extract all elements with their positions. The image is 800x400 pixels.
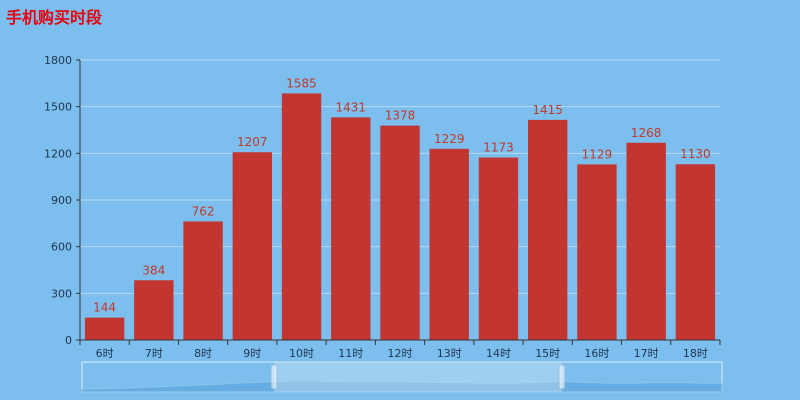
bar-value-label: 144 (93, 301, 116, 315)
bar[interactable] (331, 117, 371, 341)
x-tick-label: 8时 (194, 347, 212, 360)
data-zoom-slider[interactable] (81, 361, 723, 393)
bar[interactable] (528, 119, 568, 340)
bar[interactable] (134, 280, 174, 340)
y-tick-label: 600 (51, 241, 72, 254)
bar-value-label: 1585 (286, 76, 317, 90)
x-tick-label: 13时 (437, 347, 462, 360)
y-tick-label: 1800 (44, 54, 72, 67)
x-tick-label: 9时 (243, 347, 261, 360)
x-tick-label: 17时 (634, 347, 659, 360)
bar-value-label: 1129 (582, 147, 613, 161)
x-tick-label: 18时 (683, 347, 708, 360)
x-axis: 6时 7时 8时 9时 10时 11时 12时 13时 14时 15时 16时 17时 18时 (79, 339, 721, 360)
bar[interactable] (577, 164, 617, 340)
x-tick-label: 11时 (338, 347, 363, 360)
bar-value-label: 384 (142, 263, 165, 277)
bar[interactable] (429, 148, 469, 340)
bar-value-label: 1229 (434, 132, 465, 146)
y-tick-label: 1200 (44, 147, 72, 160)
bar[interactable] (183, 221, 223, 340)
bar-value-label: 1173 (483, 141, 514, 155)
bar-series: 144 384 762 1207 1585 1431 1378 1229 1173 1415 112… (84, 76, 716, 341)
chart-title: 手机购买时段 (6, 8, 103, 27)
bar-value-label: 1431 (335, 100, 366, 114)
x-tick-label: 10时 (289, 347, 314, 360)
y-tick-label: 900 (51, 194, 72, 207)
x-tick-label: 14时 (486, 347, 511, 360)
zoom-handle[interactable] (270, 364, 278, 390)
bar-value-label: 1130 (680, 147, 711, 161)
y-axis: 0 300 600 900 1200 1500 1800 (44, 54, 81, 347)
bar[interactable] (281, 93, 322, 340)
x-tick-label: 16时 (584, 347, 609, 360)
x-tick-label: 6时 (96, 347, 114, 360)
x-tick-label: 15时 (535, 347, 560, 360)
zoom-selected-range[interactable] (274, 362, 562, 392)
bar-value-label: 1378 (385, 109, 416, 123)
bar[interactable] (675, 164, 716, 340)
x-tick-label: 7时 (145, 347, 163, 360)
bar-value-label: 1268 (631, 126, 662, 140)
y-tick-label: 0 (65, 334, 72, 347)
bar-value-label: 1207 (237, 135, 268, 149)
y-tick-label: 300 (51, 287, 72, 300)
zoom-handle[interactable] (558, 364, 566, 390)
x-tick-label: 12时 (388, 347, 413, 360)
y-tick-label: 1500 (44, 101, 72, 114)
bar-value-label: 1415 (532, 103, 563, 117)
bar[interactable] (626, 142, 666, 340)
bar[interactable] (380, 125, 420, 341)
bar[interactable] (232, 152, 272, 340)
bar[interactable] (84, 317, 125, 340)
bar[interactable] (478, 157, 519, 340)
bar-value-label: 762 (192, 204, 215, 218)
